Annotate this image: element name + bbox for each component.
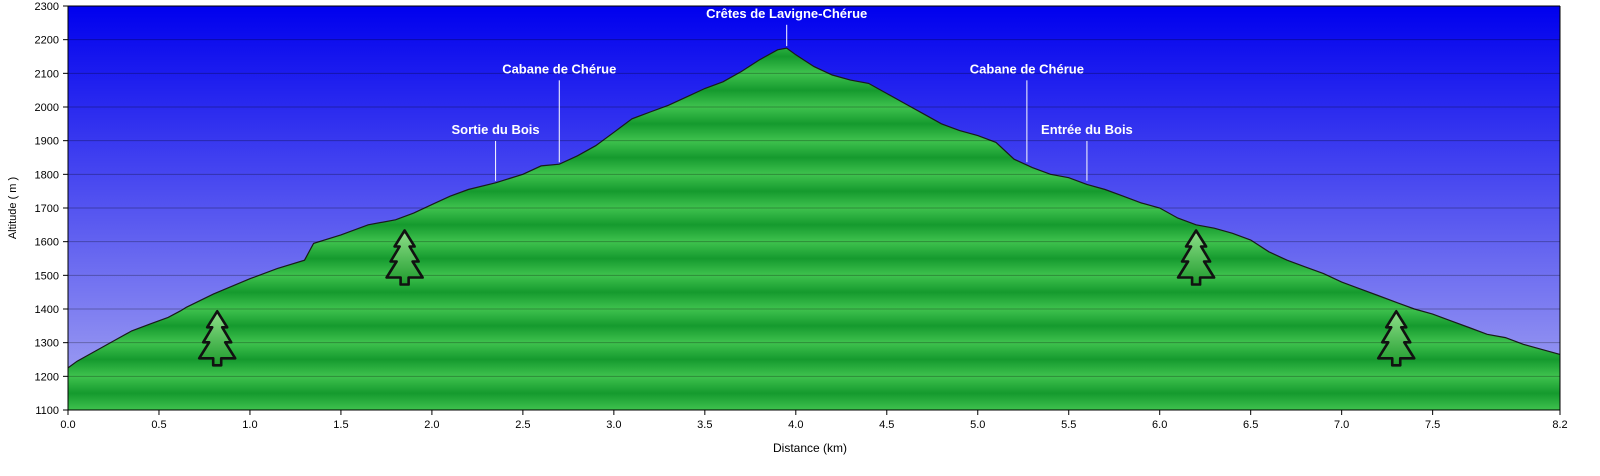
x-tick-label: 3.0 <box>606 419 621 431</box>
x-tick-label: 6.0 <box>1152 419 1167 431</box>
x-tick-label: 1.5 <box>333 419 348 431</box>
y-tick-label: 1500 <box>35 270 59 282</box>
tree-markers <box>197 229 1416 367</box>
x-tick-label: 8.2 <box>1552 419 1567 431</box>
x-tick-label: 4.5 <box>879 419 894 431</box>
tree-icon <box>197 309 237 367</box>
y-axis-label: Altitude ( m ) <box>7 177 19 239</box>
annotation-label: Sortie du Bois <box>452 122 540 137</box>
y-tick-label: 2000 <box>35 102 59 114</box>
axes: 1100 1200 1300 1400 1500 1600 1700 1800 1900 2000… <box>35 1 1568 431</box>
y-tick-label: 2200 <box>35 35 59 47</box>
x-tick-label: 7.0 <box>1334 419 1349 431</box>
y-tick-label: 2300 <box>35 1 59 13</box>
y-tick-label: 1300 <box>35 338 59 350</box>
annotation-label: Entrée du Bois <box>1041 122 1133 137</box>
x-tick-label: 6.5 <box>1243 419 1258 431</box>
tree-icon <box>385 229 424 286</box>
x-tick-label: 3.5 <box>697 419 712 431</box>
annotation-label: Cabane de Chérue <box>502 61 616 76</box>
x-tick-label: 1.0 <box>242 419 257 431</box>
y-tick-label: 1900 <box>35 136 59 148</box>
elevation-line <box>67 47 1561 369</box>
elevation-area-fill <box>68 48 1560 410</box>
x-tick-label: 5.5 <box>1061 419 1076 431</box>
x-tick-label: 0.5 <box>151 419 166 431</box>
x-tick-label: 2.0 <box>424 419 439 431</box>
grid-lines <box>68 39 1560 377</box>
tree-icon <box>1376 309 1416 367</box>
x-tick-label: 7.5 <box>1425 419 1440 431</box>
y-tick-label: 1100 <box>35 405 59 417</box>
waypoint-annotations: Sortie du Bois Cabane de Chérue Crêtes de … <box>452 6 1133 181</box>
y-tick-label: 2100 <box>35 68 59 80</box>
annotation-label: Crêtes de Lavigne-Chérue <box>706 6 867 21</box>
annotation-label: Cabane de Chérue <box>970 61 1084 76</box>
x-tick-label: 5.0 <box>970 419 985 431</box>
x-axis-label: Distance (km) <box>773 441 847 455</box>
x-tick-label: 2.5 <box>515 419 530 431</box>
tree-icon <box>1176 229 1216 286</box>
y-tick-label: 1200 <box>35 371 59 383</box>
y-tick-label: 1600 <box>35 237 59 249</box>
elevation-area <box>67 47 1561 410</box>
y-tick-label: 1700 <box>35 203 59 215</box>
y-tick-label: 1800 <box>35 169 59 181</box>
y-tick-label: 1400 <box>35 304 59 316</box>
x-tick-label: 0.0 <box>60 419 75 431</box>
x-tick-label: 4.0 <box>788 419 803 431</box>
